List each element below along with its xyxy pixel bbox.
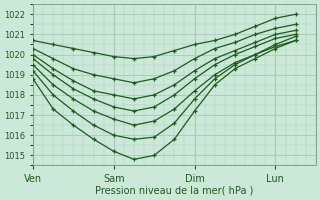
X-axis label: Pression niveau de la mer( hPa ): Pression niveau de la mer( hPa ) (95, 186, 253, 196)
